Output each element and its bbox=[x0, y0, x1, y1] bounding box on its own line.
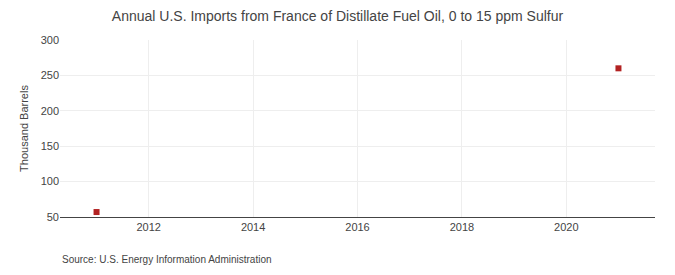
svg-text:300: 300 bbox=[41, 34, 59, 46]
svg-text:2016: 2016 bbox=[345, 221, 369, 233]
svg-text:Thousand Barrels: Thousand Barrels bbox=[18, 85, 30, 172]
svg-text:250: 250 bbox=[41, 69, 59, 81]
svg-text:Annual U.S. Imports from Franc: Annual U.S. Imports from France of Disti… bbox=[112, 8, 564, 24]
svg-text:150: 150 bbox=[41, 140, 59, 152]
svg-text:2020: 2020 bbox=[554, 221, 578, 233]
svg-text:50: 50 bbox=[47, 211, 59, 223]
svg-text:2018: 2018 bbox=[450, 221, 474, 233]
svg-text:200: 200 bbox=[41, 105, 59, 117]
svg-text:2014: 2014 bbox=[241, 221, 265, 233]
svg-text:Source: U.S. Energy Informatio: Source: U.S. Energy Information Administ… bbox=[62, 254, 272, 265]
svg-text:2012: 2012 bbox=[136, 221, 160, 233]
svg-text:100: 100 bbox=[41, 175, 59, 187]
